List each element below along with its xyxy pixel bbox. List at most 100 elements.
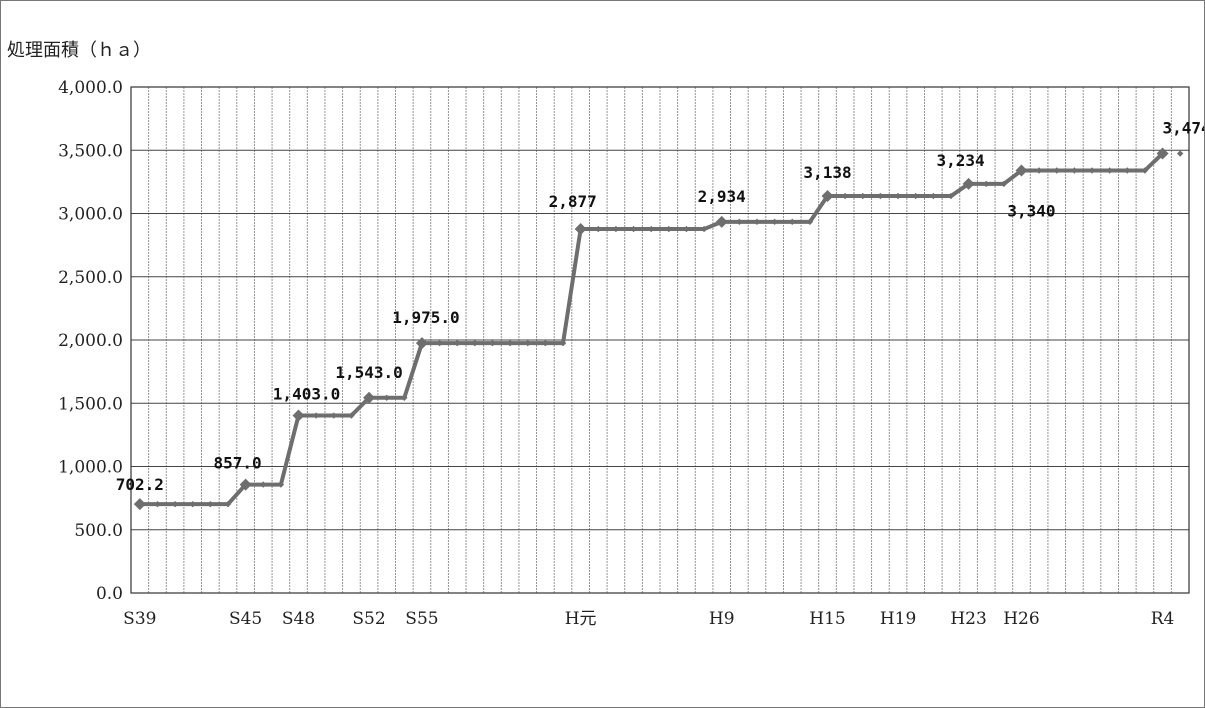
data-point	[189, 500, 196, 508]
data-point	[489, 339, 496, 347]
data-point	[1000, 180, 1008, 188]
data-point-large	[239, 478, 252, 491]
data-point	[806, 218, 814, 226]
data-point-large	[363, 391, 376, 404]
data-point	[771, 218, 778, 226]
data-point	[841, 192, 849, 200]
x-tick-label: S55	[405, 609, 438, 629]
y-tick-label: 3,500.0	[58, 141, 123, 161]
grid-layer	[131, 86, 1189, 594]
data-point	[436, 339, 443, 347]
data-point	[312, 412, 320, 419]
y-tick-label: 4,000.0	[58, 78, 123, 98]
data-point	[894, 192, 902, 200]
data-point	[630, 225, 637, 233]
data-point	[524, 339, 531, 347]
x-tick-label: S48	[282, 609, 315, 629]
data-label: 1,403.0	[273, 385, 340, 404]
data-point-large	[962, 177, 975, 190]
y-tick-label: 1,000.0	[58, 458, 123, 478]
data-label: 1,975.0	[392, 308, 459, 327]
data-point	[700, 225, 708, 233]
data-point	[1053, 167, 1060, 174]
x-tick-label: S39	[123, 609, 156, 629]
data-point-large	[1015, 164, 1028, 177]
x-tick-label: H9	[709, 609, 735, 629]
data-point	[260, 481, 267, 488]
data-label: 857.0	[214, 454, 262, 473]
data-label: 2,934	[698, 187, 746, 206]
data-label: 1,543.0	[335, 363, 402, 382]
data-point	[983, 180, 990, 188]
data-point	[877, 192, 884, 200]
data-point	[1088, 167, 1096, 174]
y-tick-label: 1,500.0	[58, 394, 123, 414]
data-point	[683, 225, 690, 233]
data-point-large	[715, 215, 728, 228]
data-label: 3,234	[936, 151, 984, 170]
data-point	[277, 481, 285, 488]
data-point	[1141, 167, 1149, 174]
y-tick-label: 2,500.0	[58, 268, 123, 288]
data-point	[859, 192, 866, 200]
data-point	[1071, 167, 1078, 174]
data-label: 3,474	[1162, 119, 1204, 138]
y-axis-label: 処理面積（ｈａ）	[7, 40, 151, 61]
plot-area	[130, 86, 1190, 594]
x-tick-label: H23	[950, 609, 986, 629]
data-point	[1176, 150, 1184, 157]
data-point	[595, 225, 602, 233]
data-point	[207, 500, 214, 508]
data-point-large	[415, 337, 428, 350]
data-point	[401, 394, 408, 402]
data-point	[665, 225, 673, 233]
data-point	[1035, 167, 1043, 174]
data-point	[753, 218, 761, 226]
y-tick-labels: 0.0 500.0 1,000.0 1,500.0 2,000.0 2,500.0 3,00…	[58, 78, 123, 604]
data-point	[542, 339, 549, 347]
data-point	[471, 339, 479, 347]
x-tick-label: R4	[1151, 609, 1175, 629]
x-tick-label: H15	[809, 609, 845, 629]
x-tick-labels: S39 S45 S48 S52 S55 H元 H9 H15 H19 H23 H26 R4	[123, 609, 1174, 629]
data-point	[612, 225, 620, 233]
x-tick-label: S45	[229, 609, 262, 629]
data-point	[647, 225, 655, 233]
data-labels: 702.2 857.0 1,403.0 1,543.0 1,975.0 2,877 2,93…	[116, 119, 1204, 495]
data-point	[930, 192, 937, 200]
data-point-large	[133, 498, 146, 511]
data-point	[736, 218, 743, 226]
data-point	[171, 500, 179, 508]
data-point	[1124, 167, 1131, 174]
data-point	[947, 192, 955, 200]
y-tick-label: 0.0	[96, 584, 123, 604]
data-point-large	[1156, 147, 1169, 160]
data-point	[1106, 167, 1113, 174]
x-tick-label: H元	[565, 609, 597, 629]
data-point	[224, 500, 232, 508]
data-point	[912, 192, 919, 200]
data-point	[383, 394, 390, 402]
x-tick-label: H26	[1003, 609, 1039, 629]
data-point	[454, 339, 461, 347]
data-point	[559, 339, 567, 347]
y-tick-label: 2,000.0	[58, 331, 123, 351]
data-point	[348, 412, 355, 419]
x-tick-label: S52	[352, 609, 385, 629]
data-point-large	[292, 409, 305, 422]
data-label: 702.2	[116, 475, 164, 494]
data-label: 3,340	[1007, 201, 1055, 220]
data-point-large	[574, 223, 587, 236]
y-tick-label: 500.0	[74, 521, 123, 541]
data-label: 2,877	[549, 192, 597, 211]
x-tick-label: H19	[880, 609, 916, 629]
data-label: 3,138	[803, 163, 851, 182]
data-point	[330, 412, 337, 419]
data-point-large	[821, 190, 834, 203]
data-point	[506, 339, 514, 347]
data-point	[154, 500, 161, 508]
y-tick-label: 3,000.0	[58, 205, 123, 225]
series-layer	[133, 147, 1184, 511]
